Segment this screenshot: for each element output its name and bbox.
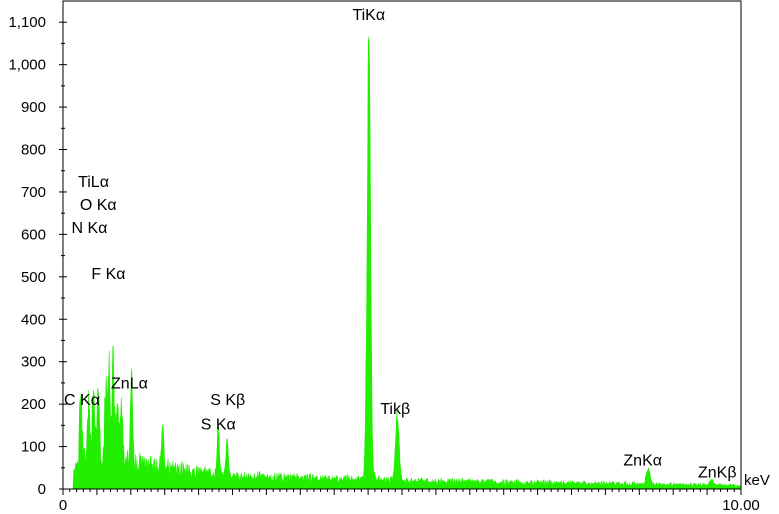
peak-annotation: C Kα (64, 392, 100, 409)
y-tick-label: 700 (21, 184, 46, 201)
x-tick-label: 10.00 (722, 497, 760, 514)
y-tick-label: 900 (21, 99, 46, 116)
y-tick-label: 0 (38, 481, 46, 498)
peak-annotation: ZnKβ (698, 465, 737, 482)
peak-annotation: Tikβ (380, 401, 410, 418)
y-axis-ticks: 0 100 200 300 400 500 600 700 800 900 1,000 1,100 (8, 14, 67, 498)
x-tick-label: 0 (59, 497, 67, 514)
x-axis-label: keV (744, 472, 770, 489)
y-tick-label: 1,000 (8, 57, 46, 74)
x-axis-tick-labels: 0 10.00 (59, 497, 760, 514)
peak-annotation: TiKα (352, 7, 385, 24)
peak-annotation: O Kα (80, 197, 117, 214)
peak-marks (79, 62, 713, 489)
peak-annotation: ZnLα (111, 375, 148, 392)
y-tick-label: 300 (21, 354, 46, 371)
y-tick-label: 600 (21, 226, 46, 243)
peak-annotation: S Kβ (210, 392, 245, 409)
peak-annotations: TiKα TiLα O Kα N Kα F Kα ZnLα C Kα S Kβ S Kα Tikβ… (64, 7, 737, 481)
y-tick-label: 100 (21, 439, 46, 456)
peak-annotation: N Kα (71, 220, 107, 237)
y-tick-label: 400 (21, 311, 46, 328)
y-tick-label: 200 (21, 396, 46, 413)
plot-frame (62, 0, 742, 490)
peak-annotation: F Kα (91, 266, 125, 283)
peak-annotation: TiLα (78, 174, 109, 191)
y-tick-label: 800 (21, 142, 46, 159)
y-tick-label: 1,100 (8, 14, 46, 31)
x-axis-ticks (62, 489, 742, 495)
spectrum-area (63, 36, 742, 490)
y-tick-label: 500 (21, 269, 46, 286)
peak-annotation: ZnKα (623, 453, 662, 470)
peak-annotation: S Kα (201, 417, 236, 434)
